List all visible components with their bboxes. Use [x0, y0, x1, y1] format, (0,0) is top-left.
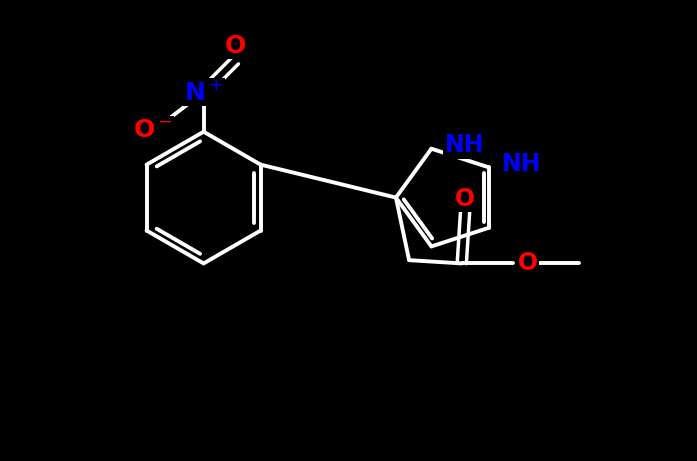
Text: O: O — [224, 34, 246, 58]
Text: O: O — [518, 251, 537, 275]
Text: NH: NH — [445, 133, 484, 157]
Text: O: O — [455, 187, 475, 211]
Text: NH: NH — [502, 152, 542, 176]
Text: N$^+$: N$^+$ — [184, 80, 223, 105]
Text: O$^-$: O$^-$ — [133, 118, 173, 142]
